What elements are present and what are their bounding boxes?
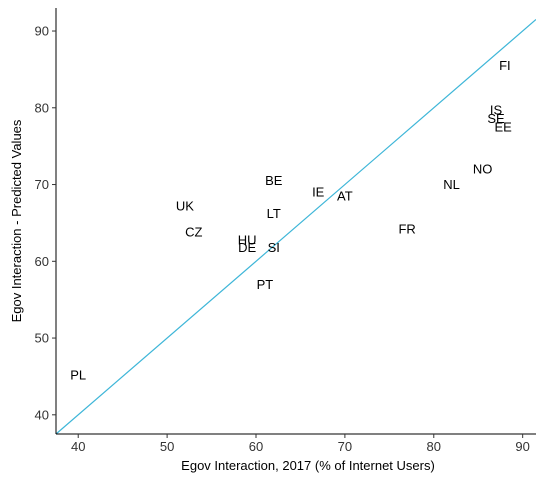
point-label-no: NO <box>473 162 493 177</box>
x-tick-label: 70 <box>338 439 352 454</box>
point-label-fr: FR <box>398 222 415 237</box>
x-tick-label: 60 <box>249 439 263 454</box>
point-label-nl: NL <box>443 177 460 192</box>
y-axis-title: Egov Interaction - Predicted Values <box>9 119 24 322</box>
point-label-ie: IE <box>312 185 325 200</box>
y-tick-label: 40 <box>35 407 49 422</box>
point-label-pl: PL <box>70 367 86 382</box>
point-label-cz: CZ <box>185 225 202 240</box>
reference-line <box>55 19 536 435</box>
y-tick-label: 50 <box>35 331 49 346</box>
x-axis-ticks: 40 50 60 70 80 90 <box>71 434 530 454</box>
point-label-uk: UK <box>176 199 194 214</box>
y-tick-label: 80 <box>35 100 49 115</box>
y-tick-label: 90 <box>35 24 49 39</box>
x-tick-label: 50 <box>160 439 174 454</box>
x-tick-label: 40 <box>71 439 85 454</box>
point-label-fi: FI <box>499 58 511 73</box>
point-label-at: AT <box>337 189 353 204</box>
point-label-ee: EE <box>494 119 512 134</box>
x-tick-label: 90 <box>515 439 529 454</box>
point-label-de: DE <box>238 240 256 255</box>
point-label-lt: LT <box>267 206 281 221</box>
y-axis-ticks: 40 50 60 70 80 90 <box>35 24 56 422</box>
x-tick-label: 80 <box>427 439 441 454</box>
point-label-pt: PT <box>257 277 274 292</box>
point-label-be: BE <box>265 173 283 188</box>
point-label-se: SE <box>487 111 505 126</box>
reference-line-layer <box>55 19 536 435</box>
point-label-si: SI <box>268 240 280 255</box>
point-label-is: IS <box>490 103 503 118</box>
point-label-hu: HU <box>238 232 257 247</box>
y-tick-label: 60 <box>35 254 49 269</box>
y-tick-label: 70 <box>35 177 49 192</box>
x-axis-title: Egov Interaction, 2017 (% of Internet Us… <box>181 458 435 473</box>
